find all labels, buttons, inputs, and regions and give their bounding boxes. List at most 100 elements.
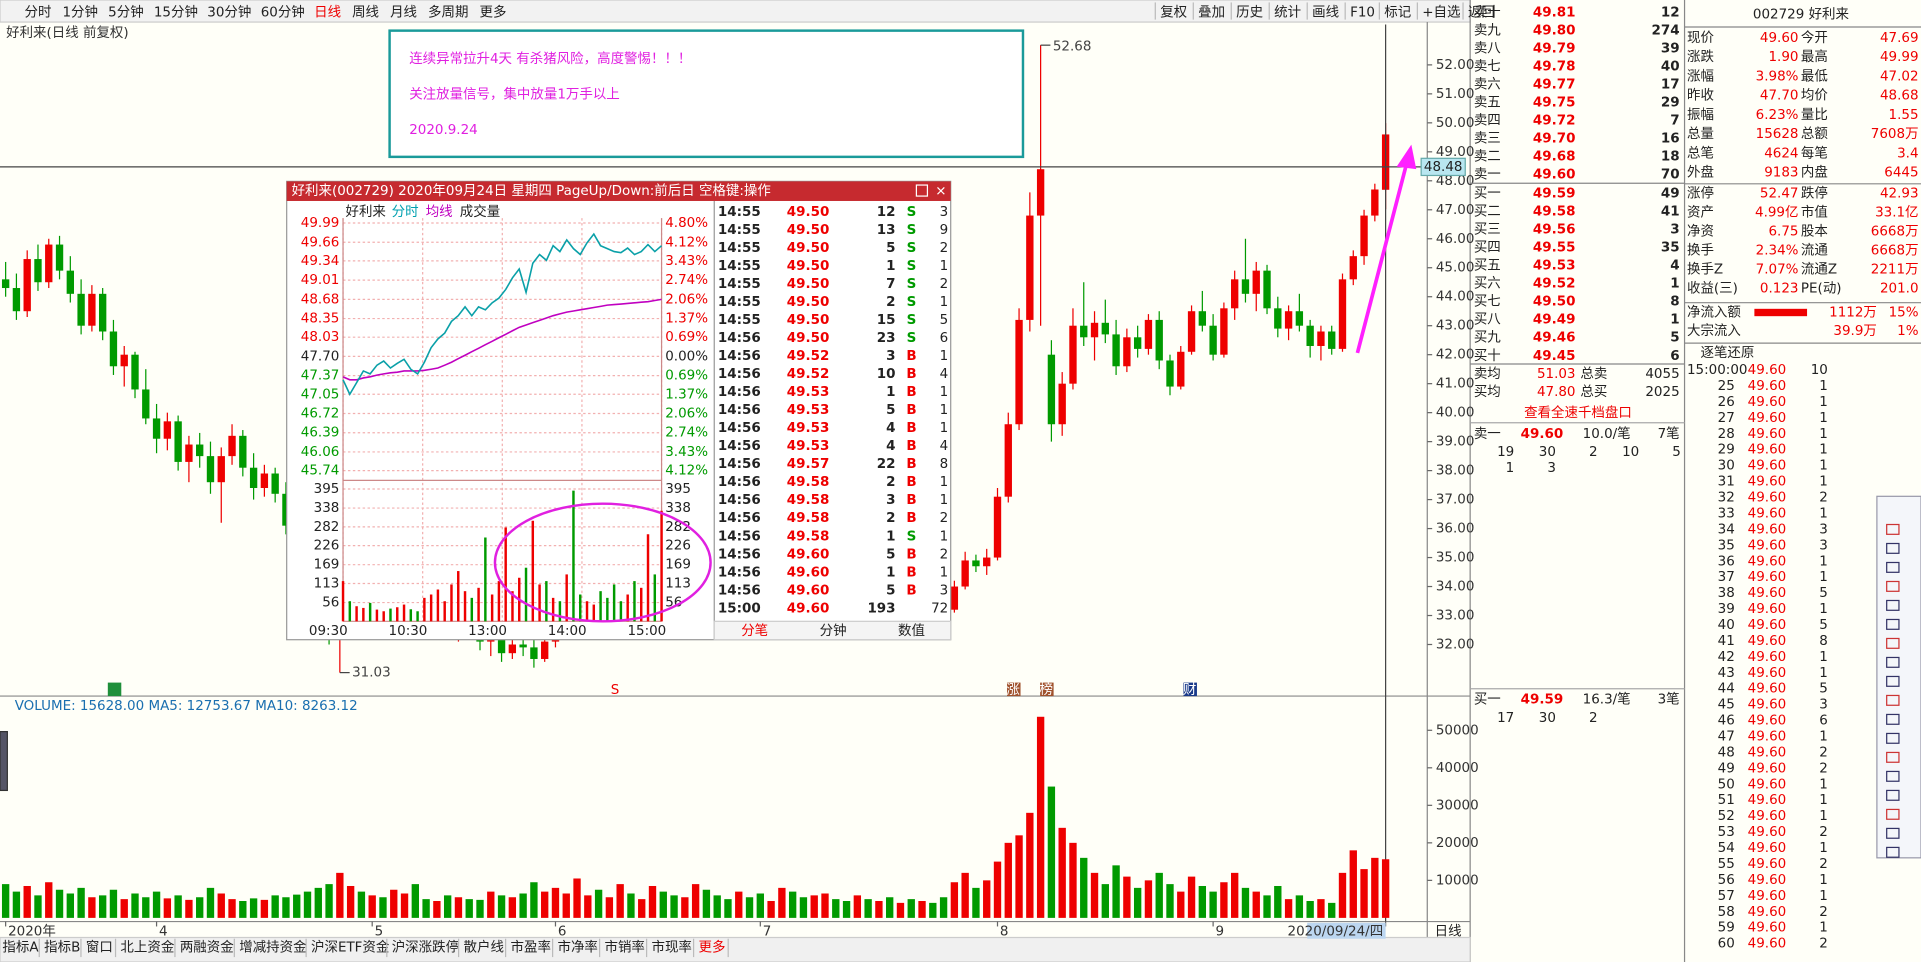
popup-tab[interactable]: 分钟 — [820, 622, 847, 639]
tool-button[interactable]: 返回 — [1468, 4, 1495, 20]
tool-button[interactable]: 历史 — [1236, 4, 1263, 20]
candle-body — [1015, 319, 1023, 425]
book-level: 买三 — [1474, 222, 1501, 238]
volume-bar — [972, 887, 980, 918]
tool-button[interactable]: 标记 — [1384, 4, 1411, 20]
trade-count: 2 — [940, 510, 949, 526]
indicator-tab[interactable]: 市销率 — [605, 938, 645, 955]
indicator-tab[interactable]: 指标B — [44, 939, 80, 955]
quote-value: 4624 — [1764, 145, 1798, 161]
period-button[interactable]: 1分钟 — [62, 3, 98, 20]
period-button[interactable]: 60分钟 — [261, 3, 305, 20]
candle-body — [109, 331, 118, 367]
trade-price: 49.50 — [787, 204, 830, 220]
flow-bar — [1754, 308, 1808, 317]
period-button[interactable]: 5分钟 — [108, 3, 144, 20]
period-button[interactable]: 多周期 — [428, 3, 468, 20]
candle-body — [1274, 308, 1282, 329]
period-button[interactable]: 15分钟 — [154, 3, 198, 20]
period-button[interactable]: 月线 — [390, 4, 417, 20]
book-volume: 5 — [1670, 330, 1679, 346]
candle-body — [1047, 354, 1056, 425]
tool-button[interactable]: +自选 — [1422, 4, 1460, 20]
quote-label: 流通Z — [1801, 262, 1837, 278]
quote-label: 振幅 — [1687, 107, 1714, 123]
volume-bar — [357, 891, 366, 918]
tick-time: 15:00:00 — [1687, 362, 1747, 378]
trade-price: 49.50 — [787, 240, 830, 256]
indicator-tab[interactable]: 指标A — [2, 939, 39, 955]
candle-body — [1187, 311, 1196, 352]
tool-button[interactable]: 复权 — [1160, 3, 1187, 20]
candle-body — [174, 421, 182, 462]
tick-price: 49.60 — [1748, 744, 1787, 760]
indicator-tab[interactable]: 市现率 — [651, 938, 691, 955]
candle-body — [1231, 279, 1239, 309]
volume-bar — [735, 891, 743, 918]
popup-pct-label: 2.74% — [665, 425, 708, 441]
period-button[interactable]: 分时 — [25, 4, 52, 20]
book-level: 买十 — [1474, 348, 1501, 364]
indicator-tab[interactable]: 北上资金 — [120, 939, 174, 955]
book-volume: 17 — [1661, 76, 1680, 92]
depth-link[interactable]: 查看全速千档盘口 — [1524, 404, 1632, 421]
indicator-tab[interactable]: 市净率 — [558, 938, 598, 955]
book-price: 49.81 — [1533, 4, 1576, 20]
tick-seq: 39 — [1718, 601, 1735, 617]
indicator-tab[interactable]: 更多 — [698, 938, 725, 955]
candle-body — [1036, 169, 1045, 216]
tool-button[interactable]: F10 — [1350, 4, 1375, 20]
tick-volume: 1 — [1819, 792, 1828, 808]
y-tick-label: 10000 — [1436, 872, 1479, 888]
period-button[interactable]: 30分钟 — [207, 3, 251, 20]
popup-price-label: 46.06 — [301, 444, 340, 460]
volume-bar — [929, 902, 937, 918]
candle-body — [1133, 337, 1142, 349]
y-tick-label: 32.00 — [1436, 636, 1475, 652]
tick-seq: 34 — [1718, 521, 1735, 537]
candle-body — [12, 288, 21, 312]
quote-label: 股本 — [1801, 224, 1828, 240]
popup-pct-label: 0.69% — [665, 329, 708, 345]
close-button[interactable]: × — [935, 183, 946, 199]
tick-seq: 37 — [1718, 569, 1735, 585]
indicator-tab[interactable]: 散户线 — [464, 938, 504, 955]
indicator-tab[interactable]: 窗口 — [86, 938, 113, 955]
popup-pct-label: 0.69% — [665, 368, 708, 384]
volume-bar — [1209, 891, 1217, 918]
quote-value: 0.123 — [1760, 281, 1799, 297]
indicator-tab[interactable]: 两融资金 — [180, 939, 234, 955]
indicator-tab[interactable]: 沪深ETF资金 — [311, 939, 390, 955]
book-level: 买七 — [1474, 294, 1501, 310]
trade-volume: 5 — [886, 240, 895, 256]
trade-time: 14:56 — [718, 438, 761, 454]
trade-side: B — [906, 384, 916, 400]
trade-count: 1 — [940, 492, 949, 508]
x-tick-label: 2020/09/24/四 — [1288, 923, 1384, 939]
trade-volume: 15 — [877, 312, 896, 328]
trade-volume: 5 — [886, 402, 895, 418]
quote-value: 3.98% — [1756, 68, 1799, 84]
tick-volume: 5 — [1819, 585, 1828, 601]
popup-pct-label: 3.43% — [665, 253, 708, 269]
tool-button[interactable]: 统计 — [1274, 4, 1301, 20]
period-button[interactable]: 日线 — [314, 4, 341, 20]
y-tick-label: 45.00 — [1436, 260, 1475, 276]
volume-bar — [691, 884, 700, 918]
volume-bar — [34, 895, 42, 918]
tool-button[interactable]: 叠加 — [1198, 4, 1225, 20]
indicator-tab[interactable]: 市盈率 — [511, 938, 551, 955]
book-price: 49.49 — [1533, 312, 1576, 328]
indicator-tab[interactable]: 沪深涨跌停 — [392, 938, 459, 955]
period-button[interactable]: 周线 — [352, 4, 379, 20]
popup-tab[interactable]: 分笔 — [741, 623, 768, 639]
book-total-label: 总卖 — [1580, 366, 1607, 382]
tick-price: 49.60 — [1748, 776, 1787, 792]
draw-tool-icon — [1886, 846, 1900, 858]
tool-button[interactable]: 画线 — [1312, 4, 1339, 20]
popup-tab[interactable]: 数值 — [898, 623, 925, 639]
indicator-tab[interactable]: 增减持资金 — [239, 939, 307, 955]
quote-value: 1.55 — [1889, 107, 1919, 123]
period-button[interactable]: 更多 — [480, 3, 507, 20]
trade-volume: 13 — [877, 222, 896, 238]
